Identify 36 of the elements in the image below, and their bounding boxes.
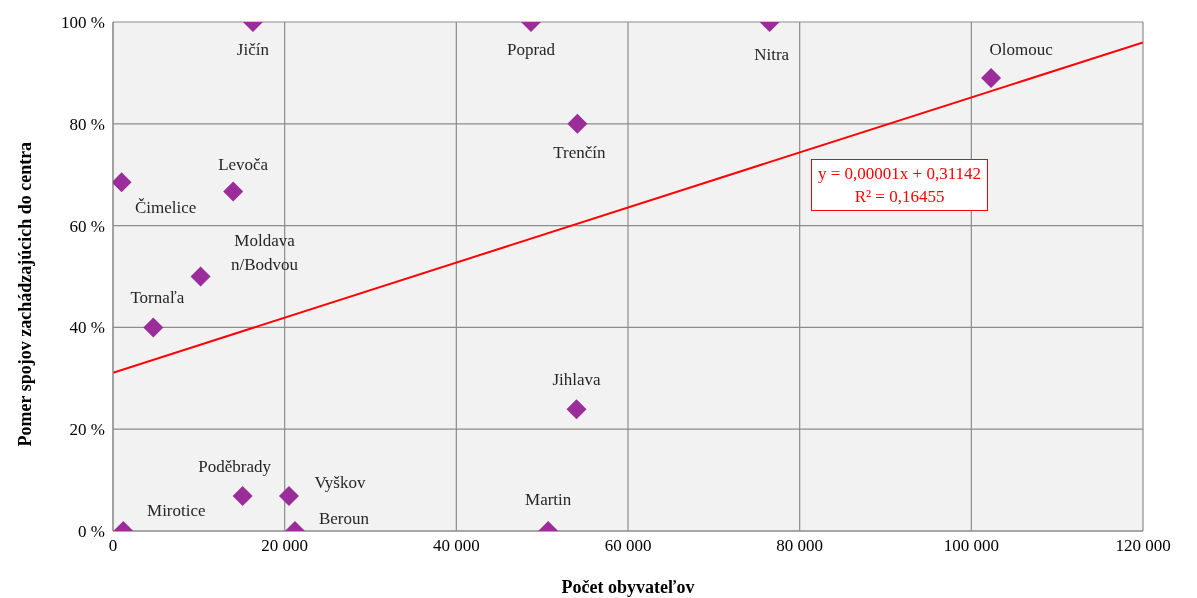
point [223,181,244,202]
annotation: Čimelice [134,198,197,218]
annotation: Jihlava [552,370,602,390]
x-tick-label: 0 [108,536,118,556]
annotation: Poděbrady [198,456,272,476]
annotation: Nitra [754,44,790,64]
y-tick-label: 40 % [69,318,105,338]
x-tick-label: 60 000 [604,536,652,556]
annotation: Martin [525,489,572,509]
y-tick-label: 0 % [78,522,105,542]
x-axis-title: Počet obyvateľov [561,577,695,597]
point [190,266,211,287]
annotation: Mirotice [147,500,206,520]
annotation: Vyškov [314,472,366,492]
annotation: y = 0,00001x + 0,31142 [818,163,982,185]
annotation: Poprad [506,39,556,59]
y-tick-label: 60 % [69,216,105,236]
annotation: Levoča [218,155,269,175]
annotation: Olomouc [989,39,1054,59]
annotation: Tornaľa [130,288,185,308]
point [113,172,132,193]
x-tick-label: 100 000 [943,536,999,556]
annotation: R² = 0,16455 [853,186,946,208]
annotation: Jičín [236,39,270,59]
y-tick-label: 100 % [61,13,105,33]
annotation: Trenčín [553,142,606,162]
x-tick-label: 20 000 [261,536,309,556]
x-tick-label: 120 000 [1115,536,1171,556]
point [143,317,164,338]
y-tick-label: 20 % [69,420,105,440]
x-tick-label: 40 000 [432,536,480,556]
y-tick-label: 80 % [69,114,105,134]
annotation: Beroun [318,508,370,528]
y-axis-title: Pomer spojov zachádzajúcich do centra [15,141,36,447]
annotation: Moldava n/Bodvou [231,230,299,274]
x-tick-label: 80 000 [776,536,824,556]
